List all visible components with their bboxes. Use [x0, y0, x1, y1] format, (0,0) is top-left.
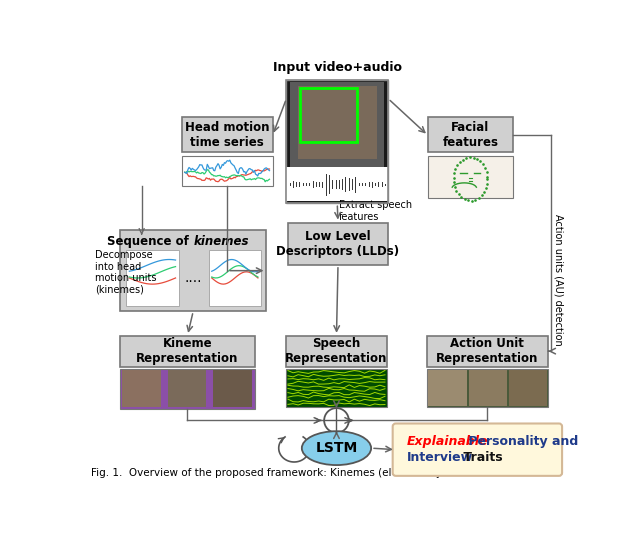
- Text: Explainable: Explainable: [406, 436, 488, 448]
- Text: Head motion
time series: Head motion time series: [185, 121, 269, 149]
- Text: Decompose
into head
motion units
(kinemes): Decompose into head motion units (kineme…: [95, 250, 157, 295]
- FancyBboxPatch shape: [120, 369, 255, 409]
- Text: Interview: Interview: [406, 451, 473, 464]
- FancyBboxPatch shape: [122, 370, 161, 407]
- FancyBboxPatch shape: [213, 370, 252, 407]
- Text: Speech
Representation: Speech Representation: [285, 337, 388, 365]
- FancyBboxPatch shape: [120, 230, 266, 311]
- FancyBboxPatch shape: [126, 250, 179, 306]
- Text: Fig. 1.  Overview of the proposed framework: Kinemes (elementary head: Fig. 1. Overview of the proposed framewo…: [91, 468, 471, 478]
- FancyBboxPatch shape: [287, 80, 388, 203]
- Text: Extract speech
features: Extract speech features: [339, 200, 412, 222]
- FancyBboxPatch shape: [427, 369, 548, 407]
- FancyBboxPatch shape: [427, 336, 548, 367]
- Text: LSTM: LSTM: [316, 441, 358, 455]
- Text: Traits: Traits: [459, 451, 502, 464]
- FancyBboxPatch shape: [469, 370, 508, 406]
- Text: Action Unit
Representation: Action Unit Representation: [436, 337, 539, 365]
- FancyBboxPatch shape: [122, 370, 161, 407]
- FancyBboxPatch shape: [288, 223, 388, 265]
- FancyBboxPatch shape: [285, 369, 387, 407]
- FancyBboxPatch shape: [428, 117, 513, 153]
- Text: Action units (AU) detection: Action units (AU) detection: [554, 215, 564, 346]
- FancyBboxPatch shape: [182, 156, 273, 186]
- FancyBboxPatch shape: [428, 156, 513, 198]
- Text: Kineme
Representation: Kineme Representation: [136, 337, 239, 365]
- Text: Input video+audio: Input video+audio: [273, 61, 402, 74]
- Ellipse shape: [302, 431, 371, 465]
- Text: Sequence of: Sequence of: [108, 236, 193, 248]
- Circle shape: [324, 408, 349, 433]
- FancyBboxPatch shape: [182, 117, 273, 153]
- FancyBboxPatch shape: [393, 424, 562, 476]
- Text: Personality and: Personality and: [463, 436, 578, 448]
- FancyBboxPatch shape: [287, 167, 388, 201]
- Text: ....: ....: [184, 271, 202, 285]
- FancyBboxPatch shape: [428, 370, 467, 406]
- Text: Low Level
Descriptors (LLDs): Low Level Descriptors (LLDs): [276, 230, 399, 258]
- FancyBboxPatch shape: [209, 250, 261, 306]
- FancyBboxPatch shape: [509, 370, 547, 406]
- FancyBboxPatch shape: [298, 86, 376, 160]
- FancyBboxPatch shape: [285, 336, 387, 367]
- FancyBboxPatch shape: [120, 336, 255, 367]
- FancyBboxPatch shape: [168, 370, 206, 407]
- Text: kinemes: kinemes: [193, 236, 249, 248]
- FancyBboxPatch shape: [168, 370, 206, 407]
- FancyBboxPatch shape: [291, 82, 384, 167]
- Text: Facial
features: Facial features: [442, 121, 499, 149]
- FancyBboxPatch shape: [213, 370, 252, 407]
